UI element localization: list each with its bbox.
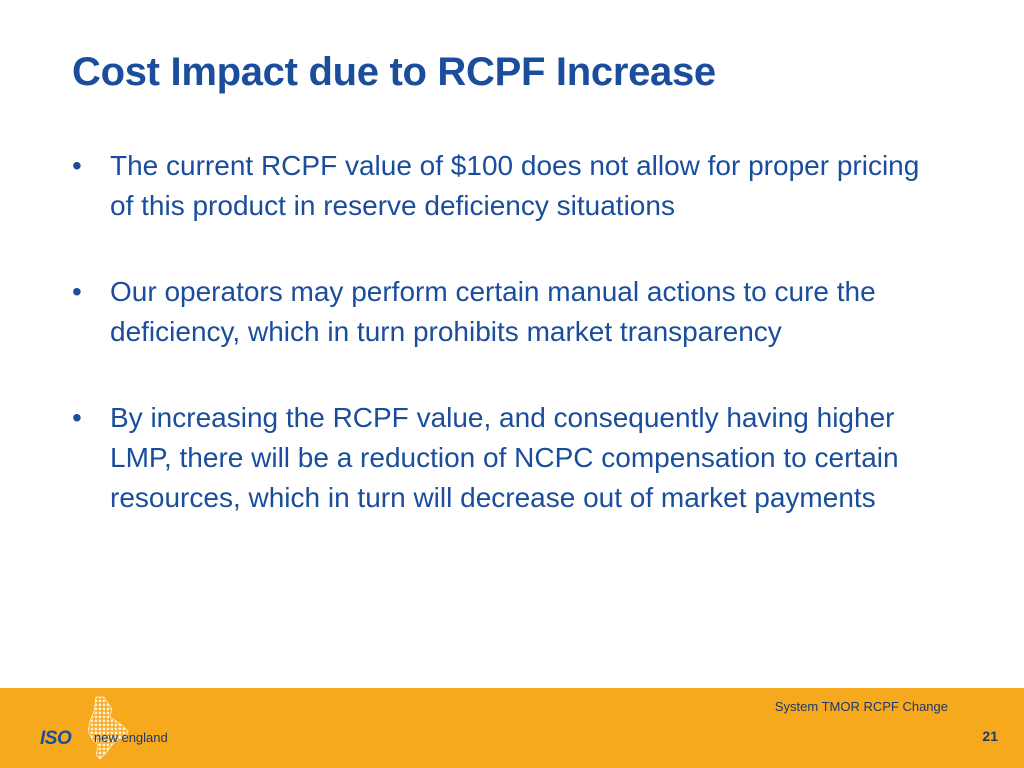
iso-new-england-logo: ISO new england — [40, 693, 200, 761]
new-england-map-icon — [87, 696, 129, 760]
bullet-item: • Our operators may perform certain manu… — [70, 272, 950, 352]
bullet-text: The current RCPF value of $100 does not … — [110, 150, 920, 221]
logo-iso-text: ISO — [40, 728, 72, 749]
bullet-list: • The current RCPF value of $100 does no… — [70, 146, 950, 564]
slide-title: Cost Impact due to RCPF Increase — [72, 50, 716, 94]
bullet-item: • By increasing the RCPF value, and cons… — [70, 398, 950, 518]
footer-bar: ISO new england System TMOR RCPF Change … — [0, 688, 1024, 768]
bullet-marker: • — [72, 276, 82, 307]
bullet-marker: • — [72, 402, 82, 433]
logo-subtitle: new england — [94, 730, 168, 745]
bullet-text: Our operators may perform certain manual… — [110, 276, 876, 347]
footer-label: System TMOR RCPF Change — [774, 699, 948, 714]
bullet-item: • The current RCPF value of $100 does no… — [70, 146, 950, 226]
page-number: 21 — [982, 728, 998, 744]
bullet-marker: • — [72, 150, 82, 181]
bullet-text: By increasing the RCPF value, and conseq… — [110, 402, 899, 513]
